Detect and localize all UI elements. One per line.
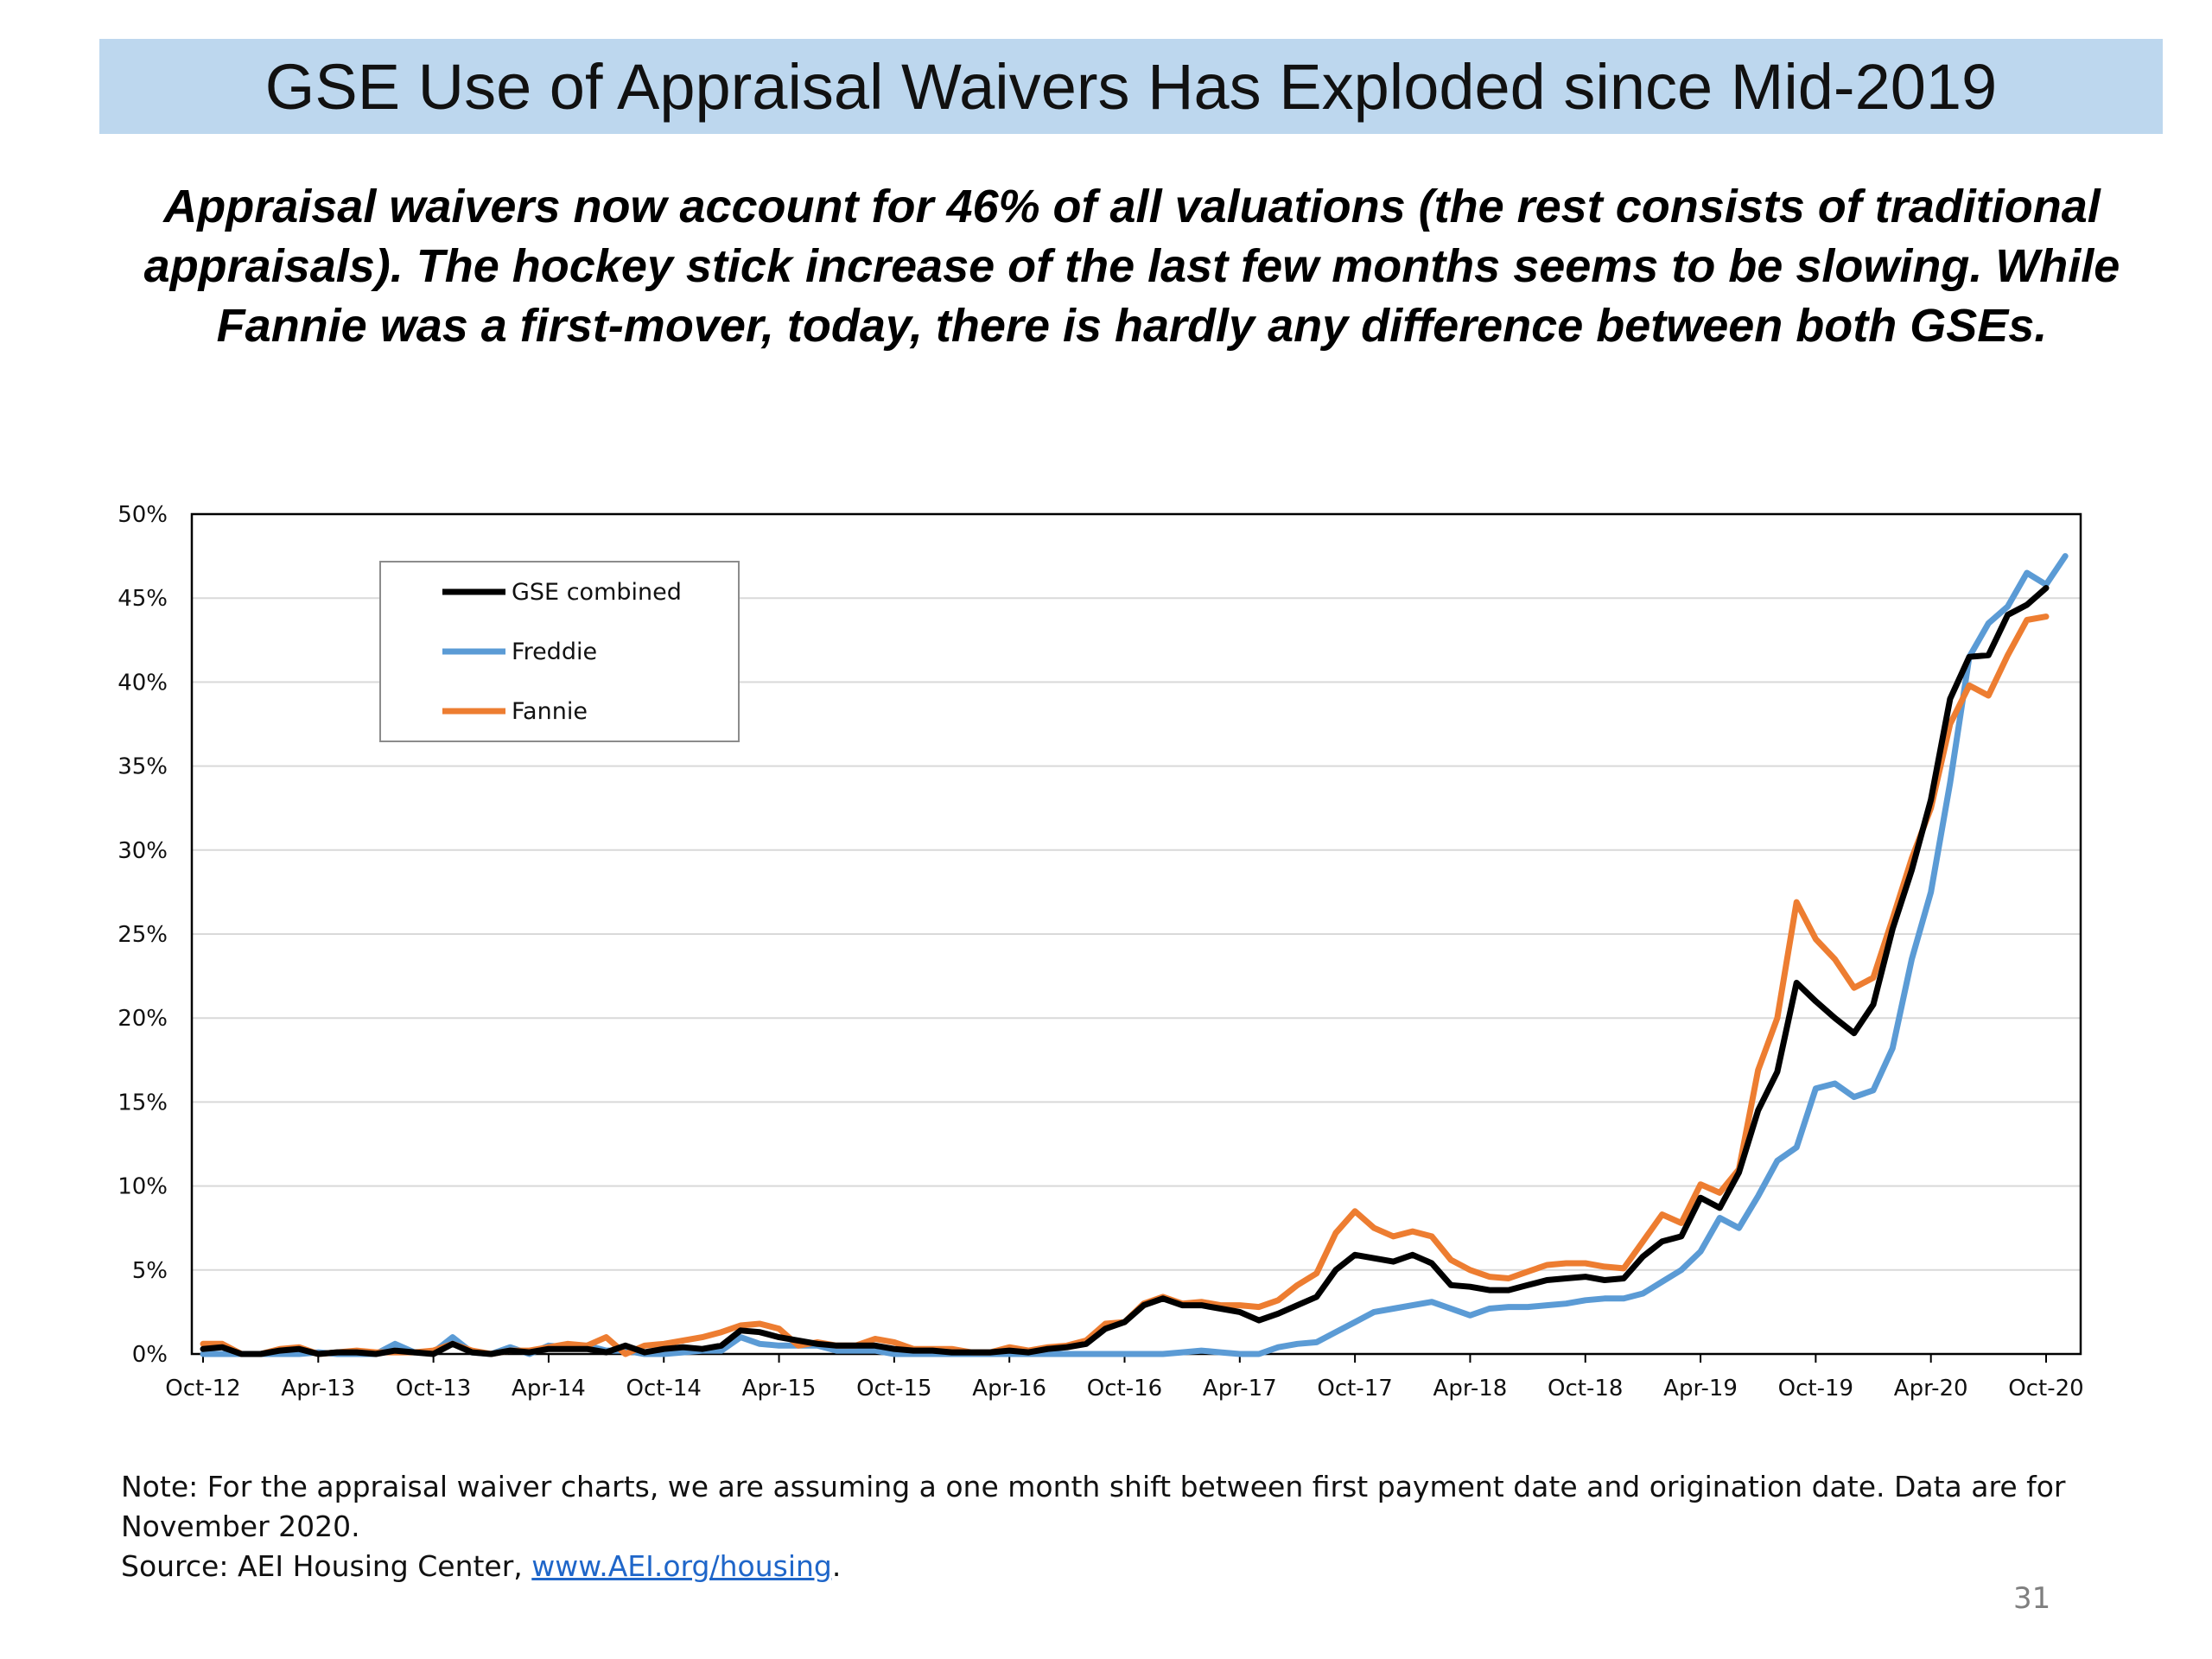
x-tick-label: Oct-15 xyxy=(856,1376,931,1402)
x-tick-label: Apr-13 xyxy=(281,1376,355,1402)
x-tick-label: Oct-14 xyxy=(626,1376,702,1402)
y-tick-label: 45% xyxy=(118,586,168,612)
y-tick-label: 15% xyxy=(118,1090,168,1116)
source-suffix: . xyxy=(831,1549,842,1583)
x-tick-label: Apr-18 xyxy=(1433,1376,1508,1402)
y-tick-label: 40% xyxy=(118,670,168,696)
x-tick-label: Apr-14 xyxy=(512,1376,586,1402)
x-tick-label: Oct-17 xyxy=(1317,1376,1392,1402)
source-prefix: Source: AEI Housing Center, xyxy=(121,1549,532,1583)
x-tick-label: Oct-18 xyxy=(1548,1376,1623,1402)
y-tick-label: 10% xyxy=(118,1174,168,1200)
x-tick-label: Oct-19 xyxy=(1778,1376,1853,1402)
x-tick-label: Apr-16 xyxy=(972,1376,1046,1402)
x-tick-label: Apr-17 xyxy=(1203,1376,1277,1402)
x-tick-label: Apr-20 xyxy=(1894,1376,1968,1402)
legend-box xyxy=(379,561,740,742)
legend-label: Freddie xyxy=(512,639,597,665)
y-tick-label: 30% xyxy=(118,838,168,864)
slide-subtitle: Appraisal waivers now account for 46% of… xyxy=(143,181,2120,352)
x-tick-label: Apr-15 xyxy=(742,1376,817,1402)
series-lines xyxy=(200,553,2069,1357)
y-tick-label: 35% xyxy=(118,754,168,780)
slide-title: GSE Use of Appraisal Waivers Has Explode… xyxy=(264,50,1998,123)
y-tick-label: 20% xyxy=(118,1006,168,1032)
page-number: 31 xyxy=(2013,1581,2051,1616)
legend-label: Fannie xyxy=(512,698,588,725)
x-tick-label: Apr-19 xyxy=(1663,1376,1738,1402)
title-banner: GSE Use of Appraisal Waivers Has Explode… xyxy=(99,39,2163,134)
y-axis-tick-labels: 0% 5% 10% 15% 20% 25% 30% 35% 40% 45% 50% xyxy=(118,502,168,1368)
x-tick-label: Oct-16 xyxy=(1087,1376,1162,1402)
line-chart: 0% 5% 10% 15% 20% 25% 30% 35% 40% 45% 50% Oct-12 Ap… xyxy=(118,502,2084,1402)
footnote: Note: For the appraisal waiver charts, w… xyxy=(121,1467,2108,1586)
x-axis-tick-labels: Oct-12 Apr-13 Oct-13 Apr-14 Oct-14 Apr-15 Oct-… xyxy=(165,1376,2083,1402)
series-line-gse-combined xyxy=(200,585,2050,1357)
y-tick-label: 0% xyxy=(132,1342,168,1368)
y-tick-label: 25% xyxy=(118,922,168,948)
x-tick-label: Oct-13 xyxy=(396,1376,471,1402)
source-line: Source: AEI Housing Center, www.AEI.org/… xyxy=(121,1547,2108,1586)
x-tick-label: Oct-12 xyxy=(165,1376,240,1402)
chart-legend: GSE combined Freddie Fannie xyxy=(379,561,740,742)
x-tick-label: Oct-20 xyxy=(2008,1376,2083,1402)
source-link[interactable]: www.AEI.org/housing xyxy=(531,1549,832,1583)
legend-label: GSE combined xyxy=(512,579,682,606)
note-text: Note: For the appraisal waiver charts, w… xyxy=(121,1470,2066,1543)
y-tick-label: 50% xyxy=(118,502,168,528)
y-tick-label: 5% xyxy=(132,1258,168,1284)
